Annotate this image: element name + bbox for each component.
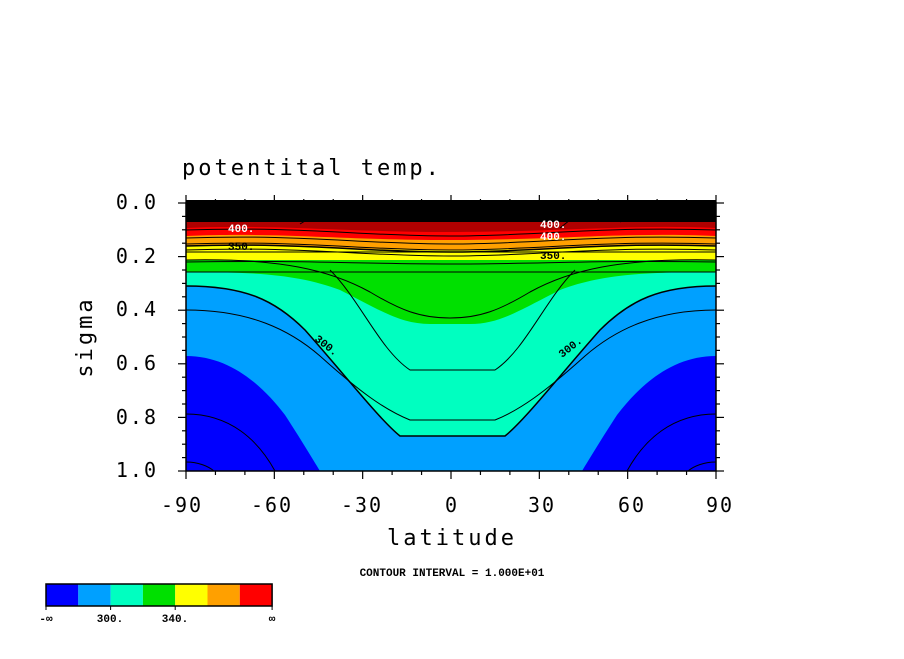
colorbar-label-neg-inf: -∞ — [39, 614, 53, 626]
colorbar-labels: -∞ 300. 340. ∞ — [39, 614, 275, 626]
band-280-south — [186, 356, 320, 471]
x-tick-5: 60 — [618, 493, 646, 517]
colorbar-swatch — [239, 584, 273, 606]
colorbar-label-340: 340. — [162, 614, 188, 626]
x-tick-1: -60 — [251, 493, 293, 517]
x-axis-label: latitude — [387, 526, 517, 551]
contour-interval-text: CONTOUR INTERVAL = 1.000E+01 — [360, 568, 545, 580]
y-axis: 0.0 0.2 0.4 0.6 0.8 1.0 — [116, 190, 158, 482]
y-tick-1: 0.2 — [116, 244, 158, 268]
colorbar-label-pos-inf: ∞ — [269, 614, 276, 626]
colorbar-swatch — [142, 584, 176, 606]
y-tick-5: 1.0 — [116, 458, 158, 482]
contour-300-line — [185, 285, 717, 437]
x-tick-4: 30 — [528, 493, 556, 517]
contour-tropic-line — [185, 259, 717, 319]
x-tick-2: -30 — [341, 493, 383, 517]
contour-label-400-north: 400. — [540, 232, 566, 244]
colorbar-swatch — [78, 584, 111, 606]
y-tick-0: 0.0 — [116, 190, 158, 214]
y-axis-label: sigma — [73, 296, 98, 377]
x-tick-0: -90 — [161, 493, 203, 517]
colorbar-swatch — [110, 584, 143, 606]
upper-contour-marks — [229, 209, 632, 229]
colorbar-label-300: 300. — [97, 614, 123, 626]
x-axis: -90 -60 -30 0 30 60 90 — [161, 493, 734, 517]
colorbar — [45, 583, 273, 610]
colorbar-swatch — [175, 584, 208, 606]
contour-label-350-north: 350. — [540, 251, 566, 263]
colorbar-swatch — [207, 584, 240, 606]
y-tick-4: 0.8 — [116, 405, 158, 429]
contour-350-line — [185, 244, 717, 253]
colorbar-swatch — [46, 584, 79, 606]
colorbar-frame — [45, 583, 273, 607]
contour-label-400-north-b: 400. — [540, 220, 566, 232]
x-tick-6: 90 — [706, 493, 734, 517]
contour-label-400-south: 400. — [228, 224, 254, 236]
band-top-black — [186, 200, 716, 222]
plot-area — [185, 200, 717, 472]
contour-labels: 300. 300. 350. 350. 400. 400. 400. — [228, 220, 585, 361]
contour-label-350-south: 350. — [228, 242, 254, 254]
y-tick-2: 0.4 — [116, 297, 158, 321]
chart-title: potentital temp. — [182, 156, 442, 181]
x-tick-3: 0 — [445, 493, 459, 517]
contour-inner-line — [329, 269, 576, 371]
band-280-north — [582, 356, 716, 471]
axis-ticks — [178, 195, 724, 479]
y-tick-3: 0.6 — [116, 351, 158, 375]
